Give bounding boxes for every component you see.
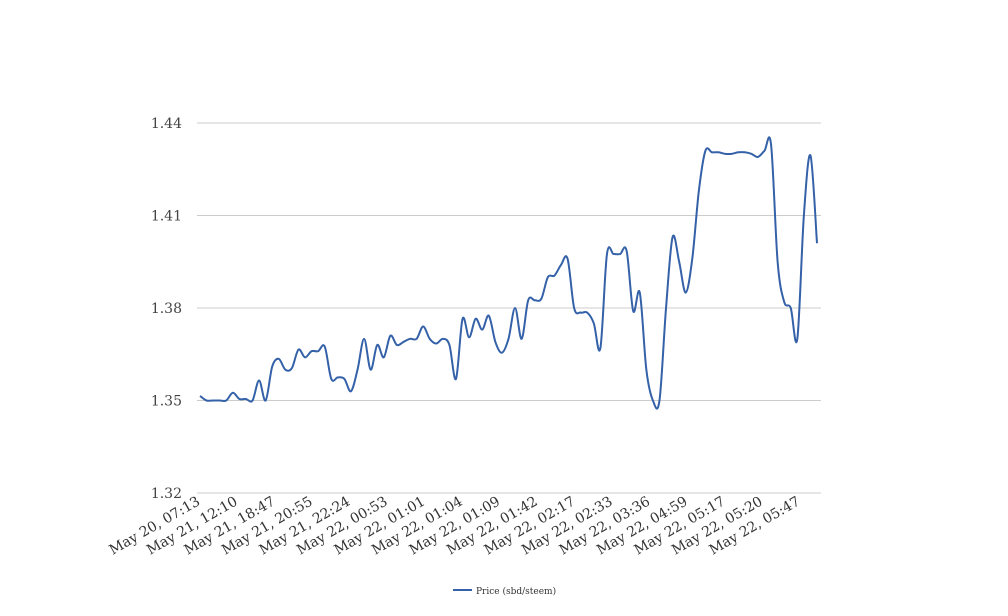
series-line-price — [199, 136, 818, 410]
legend: Price (sbd/steem) — [453, 586, 556, 597]
series-layer — [199, 136, 818, 410]
gridlines — [197, 122, 821, 494]
legend-label-price: Price (sbd/steem) — [476, 586, 556, 597]
y-axis-ticks: 1.32 1.35 1.38 1.41 1.44 — [151, 116, 182, 502]
y-tick-label: 1.32 — [151, 486, 182, 502]
y-tick-label: 1.44 — [151, 116, 182, 132]
y-tick-label: 1.41 — [151, 209, 182, 225]
y-tick-label: 1.35 — [151, 394, 182, 410]
y-tick-label: 1.38 — [151, 301, 182, 317]
